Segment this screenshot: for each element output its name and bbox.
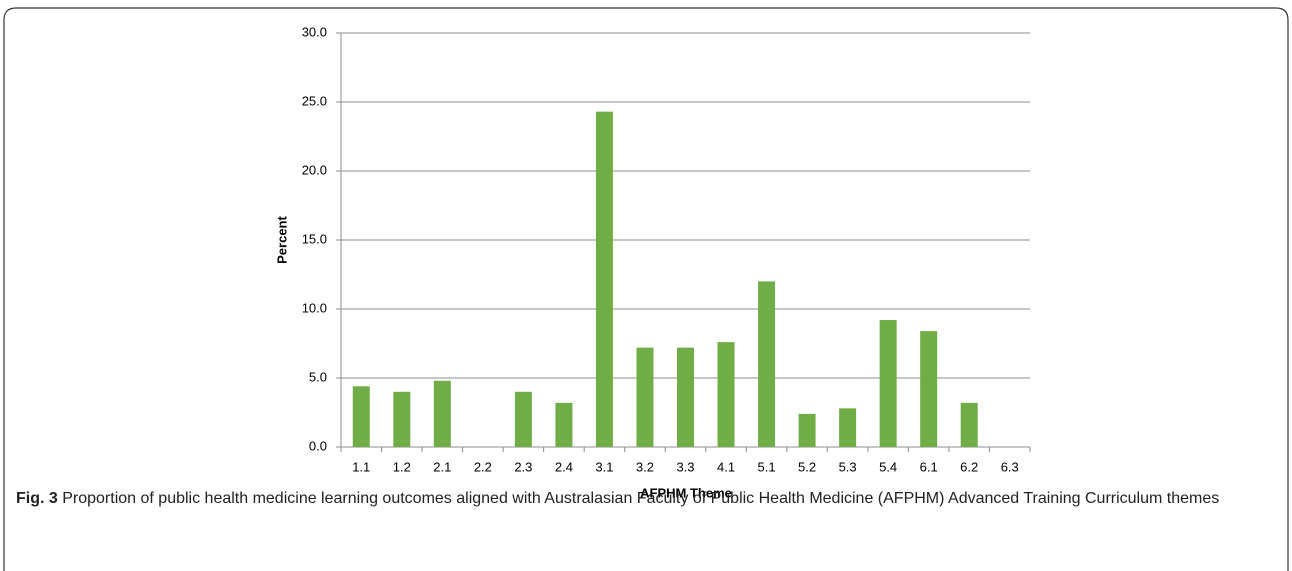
bar: [677, 347, 694, 447]
y-tick-label: 5.0: [309, 369, 327, 384]
caption-label: Fig. 3: [16, 490, 58, 507]
x-tick-label: 2.3: [514, 459, 532, 474]
figure-frame: [3, 7, 1289, 571]
bar: [514, 391, 532, 447]
x-tick-label: 5.1: [758, 459, 776, 474]
x-tick-label: 2.1: [433, 459, 451, 474]
x-axis-title: AFPHM Theme: [640, 485, 732, 500]
bar: [960, 402, 978, 447]
bar: [920, 331, 938, 447]
x-tick-label: 3.3: [676, 459, 694, 474]
bar: [717, 342, 735, 447]
x-tick-label: 3.1: [595, 459, 613, 474]
y-tick-label: 10.0: [302, 300, 327, 315]
bar: [595, 111, 613, 447]
x-tick-label: 1.2: [393, 459, 411, 474]
x-tick-label: 4.1: [717, 459, 735, 474]
bar: [839, 408, 857, 447]
bar: [798, 413, 816, 447]
x-tick-label: 2.2: [474, 459, 492, 474]
bar: [555, 402, 573, 447]
x-tick-label: 2.4: [555, 459, 573, 474]
caption: Fig. 3 Proportion of public health medic…: [16, 486, 1266, 512]
x-tick-label: 3.2: [636, 459, 654, 474]
x-tick-label: 6.2: [960, 459, 978, 474]
x-tick-label: 5.2: [798, 459, 816, 474]
bar: [433, 380, 451, 447]
y-tick-label: 0.0: [309, 438, 327, 453]
y-tick-label: 30.0: [302, 24, 327, 39]
y-tick-label: 25.0: [302, 93, 327, 108]
y-axis-title: Percent: [274, 215, 289, 263]
y-tick-label: 15.0: [302, 231, 327, 246]
x-tick-label: 6.3: [1001, 459, 1019, 474]
x-tick-label: 6.1: [920, 459, 938, 474]
bar: [758, 281, 776, 447]
bar: [352, 386, 370, 447]
bar: [636, 347, 654, 447]
bar: [393, 391, 411, 447]
x-tick-label: 1.1: [352, 459, 370, 474]
caption-text: Proportion of public health medicine lea…: [62, 490, 1220, 507]
x-tick-label: 5.3: [839, 459, 857, 474]
bar: [879, 320, 897, 447]
y-tick-label: 20.0: [302, 162, 327, 177]
x-tick-label: 5.4: [879, 459, 897, 474]
